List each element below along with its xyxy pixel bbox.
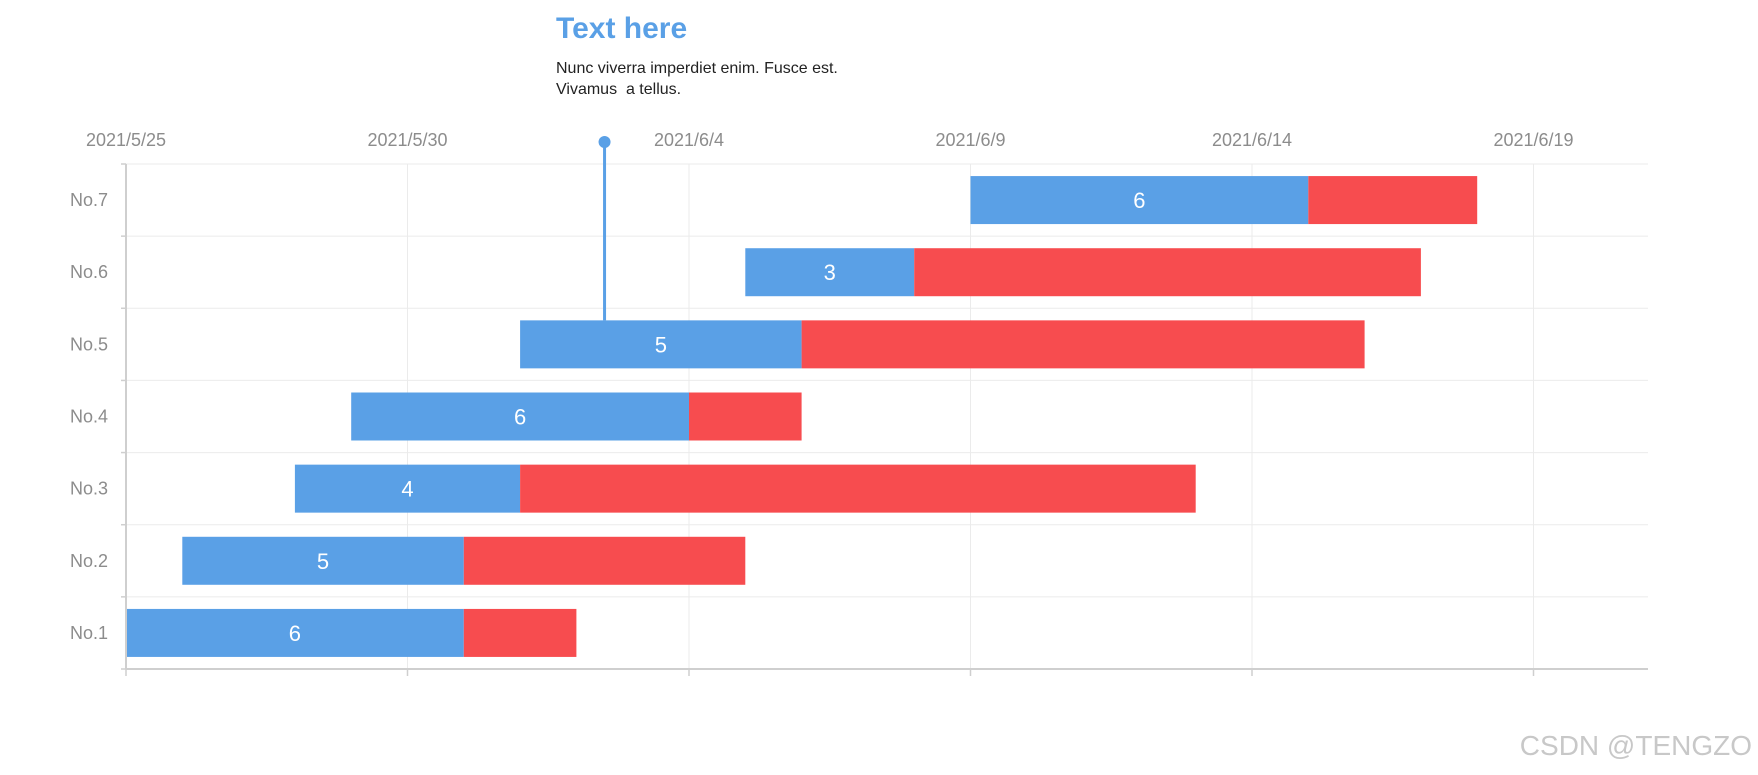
annotation-title: Text here <box>556 12 687 45</box>
bar-value-label: 5 <box>655 332 667 357</box>
x-axis-tick-label: 2021/5/25 <box>86 130 166 150</box>
axes: 2021/5/25 2021/5/30 2021/6/4 2021/6/9 2021/6… <box>70 130 1648 676</box>
y-axis-category-label: No.1 <box>70 623 108 643</box>
x-axis-tick-label: 2021/6/9 <box>935 130 1005 150</box>
bar-overrun <box>463 608 577 657</box>
bar-planned <box>970 176 1309 225</box>
watermark: CSDN @TENGZO <box>1520 730 1752 761</box>
x-axis-tick-label: 2021/6/19 <box>1493 130 1573 150</box>
bar-value-label: 6 <box>289 621 301 646</box>
bar-overrun <box>801 320 1365 369</box>
annotation-marker <box>598 136 611 148</box>
annotation-text-line: Nunc viverra imperdiet enim. Fusce est. <box>556 60 838 77</box>
annotation: Text here Nunc viverra imperdiet enim. F… <box>556 12 838 321</box>
bar-planned <box>182 536 464 585</box>
y-axis-category-label: No.4 <box>70 407 108 427</box>
y-axis-category-label: No.2 <box>70 551 108 571</box>
bar-overrun <box>689 392 802 441</box>
bar-value-label: 6 <box>1133 188 1145 213</box>
bar-value-label: 5 <box>317 549 329 574</box>
x-axis-tick-label: 2021/6/4 <box>654 130 724 150</box>
annotation-text-line: Vivamus a tellus. <box>556 81 681 98</box>
bar-value-label: 4 <box>401 477 413 502</box>
y-axis-category-label: No.5 <box>70 334 108 354</box>
bar-value-label: 6 <box>514 405 526 430</box>
x-axis-tick-label: 2021/6/14 <box>1212 130 1292 150</box>
bar-planned <box>126 608 464 657</box>
bar-overrun <box>1308 176 1478 225</box>
bars: 6 5 4 6 5 3 6 <box>126 176 1478 657</box>
bar-planned <box>351 392 689 441</box>
x-axis-tick-label: 2021/5/30 <box>367 130 447 150</box>
bar-planned <box>745 248 915 297</box>
bar-value-label: 3 <box>824 260 836 285</box>
y-axis-category-label: No.7 <box>70 190 108 210</box>
y-axis-category-label: No.6 <box>70 262 108 282</box>
y-axis-category-label: No.3 <box>70 479 108 499</box>
bar-planned <box>294 464 521 513</box>
bar-planned <box>520 320 802 369</box>
bar-overrun <box>520 464 1196 513</box>
grid <box>125 163 1648 670</box>
bar-overrun <box>463 536 746 585</box>
bar-overrun <box>914 248 1421 297</box>
